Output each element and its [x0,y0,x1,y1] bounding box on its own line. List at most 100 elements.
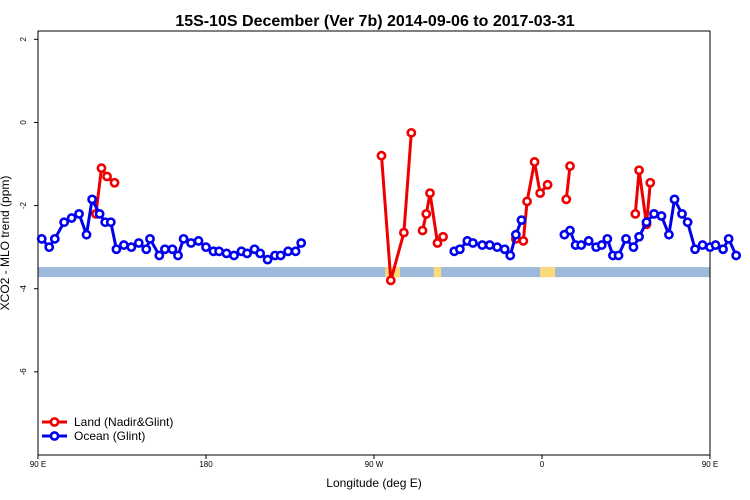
data-point [133,238,144,248]
data-point [656,211,667,221]
data-point [630,209,641,219]
data-point [522,196,532,207]
x-tick-label: 0 [540,460,545,469]
land-band [433,267,442,278]
data-point [613,250,624,261]
series-line [380,132,413,282]
legend-label: Ocean (Glint) [74,429,145,443]
data-point [690,244,700,255]
surface-band [38,267,710,278]
data-point [484,240,495,250]
legend-marker [49,417,60,427]
data-point [376,150,387,161]
data-point [74,209,84,219]
data-point [505,250,516,261]
land-band [540,267,556,278]
data-point [385,275,396,286]
data-point [59,217,70,228]
data-point [221,248,232,259]
data-point [492,242,503,253]
legend: Land (Nadir&Glint)Ocean (Glint) [42,415,173,443]
data-point [229,250,239,261]
data-point [535,188,546,199]
y-tick-label: -4 [19,285,28,293]
data-point [565,225,575,236]
data-point [432,238,443,248]
data-point [723,233,734,244]
ocean-band [38,267,710,278]
data-point [438,231,448,242]
data-point [66,213,77,223]
data-point [628,242,639,253]
data-point [406,127,417,138]
data-point [111,244,122,255]
x-tick-label: 180 [199,460,213,469]
data-point [565,161,575,171]
data-point [677,209,687,219]
y-tick-label: 0 [19,120,28,125]
data-point [154,250,165,261]
legend-marker [49,431,60,441]
data-point [105,217,116,228]
data-point [621,233,631,244]
data-point [94,209,105,219]
data-point [664,229,674,240]
data-point [669,194,680,205]
data-point [477,240,488,250]
data-point [118,240,129,250]
x-axis-label: Longitude (deg E) [326,476,421,490]
data-point [596,240,607,250]
data-point [36,233,47,244]
data-point [529,157,540,167]
data-point [518,236,529,246]
series-line [633,168,652,226]
data-point [454,244,465,255]
y-axis-label: XCO2 - MLO trend (ppm) [0,176,12,311]
data-point [49,233,60,244]
y-tick-label: 2 [19,37,28,42]
data-point [283,246,294,257]
data-point [109,177,120,188]
data-point [398,227,409,238]
x-axis: 90 E 180 90 W 0 90 E [30,455,718,469]
data-point [242,248,252,259]
data-point [255,248,266,259]
y-axis: 2 0 -2 -4 -6 [19,37,38,375]
data-point [186,238,196,248]
data-point [275,250,286,261]
data-point [421,209,432,219]
data-point [126,242,137,253]
legend-label: Land (Nadir&Glint) [74,415,173,429]
data-point [193,236,204,246]
data-point [44,242,55,253]
data-point [262,254,273,265]
data-point [141,244,152,255]
data-point [145,233,155,244]
x-tick-label: 90 W [365,460,384,469]
data-point [81,229,92,240]
data-point [178,233,189,244]
data-point [710,240,721,250]
y-tick-label: -2 [19,201,28,209]
data-point [425,188,435,199]
data-point [173,250,183,261]
data-point [576,240,587,250]
data-point [718,244,728,255]
data-point [96,163,107,174]
data-point [167,244,178,255]
data-point [417,225,428,236]
data-point [290,246,301,257]
data-point [87,194,98,205]
data-point [649,209,659,219]
data-point [499,244,510,255]
data-point [542,179,553,190]
series-land [90,127,656,286]
data-point [160,244,170,255]
data-point [634,231,644,242]
data-point [645,177,656,188]
chart-title: 15S-10S December (Ver 7b) 2014-09-06 to … [175,13,574,30]
x-tick-label: 90 E [30,460,46,469]
data-point [583,236,594,246]
data-point [602,233,613,244]
series-line [564,165,572,200]
